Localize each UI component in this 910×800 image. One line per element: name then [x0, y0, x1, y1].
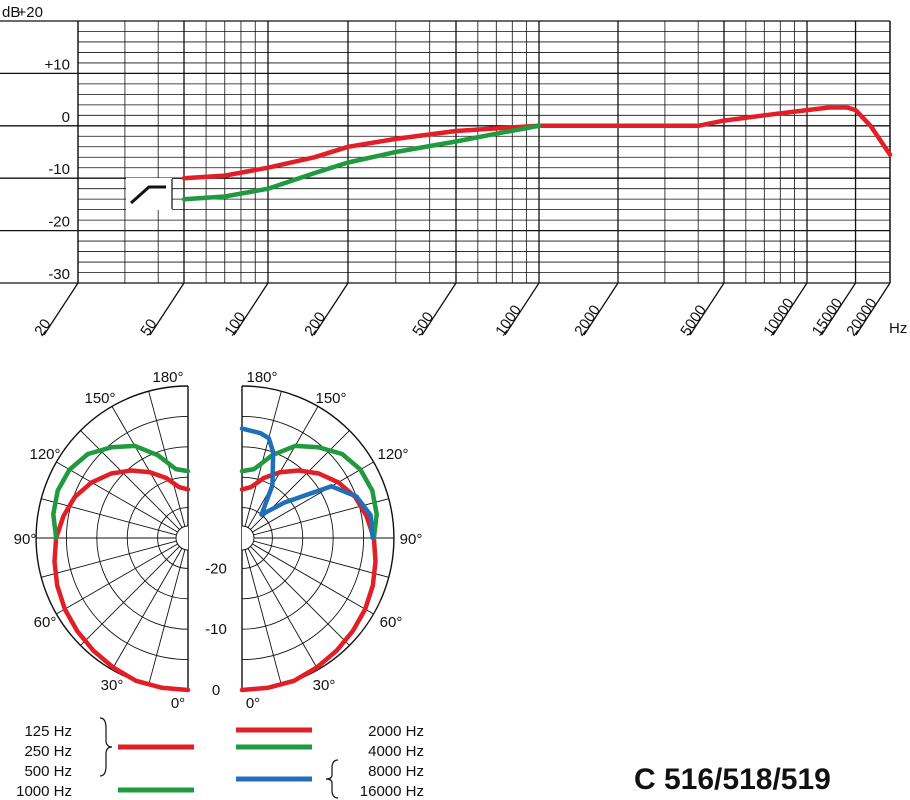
legend-label: 250 Hz — [24, 743, 72, 760]
model-label: C 516/518/519 — [634, 763, 831, 796]
polar-grid-spoke — [252, 543, 374, 615]
x-tick-label: 5000 — [677, 302, 710, 339]
legend-label: 16000 Hz — [360, 783, 424, 800]
polar-grid-spoke — [253, 540, 389, 578]
legend-label: 4000 Hz — [368, 743, 424, 760]
response-curve-green — [181, 123, 542, 202]
x-tick-label: 15000 — [809, 295, 846, 339]
angle-label: 120° — [377, 446, 408, 463]
legend-brace-left — [99, 717, 113, 777]
polar-grid-spoke — [41, 498, 177, 536]
polar-grid-spoke — [111, 548, 183, 670]
x-tick-slant — [504, 282, 540, 336]
x-tick-label: 1000 — [492, 302, 525, 339]
filter-icon-background — [126, 178, 172, 210]
polar-pattern-chart: 180° 180° 150° 150° 120° 120° 90° 90° 60° 60° 30° 3… — [14, 369, 423, 712]
polar-grid-spoke — [148, 549, 186, 685]
polar-grid-spoke — [253, 498, 389, 536]
polar-grid-spoke — [111, 406, 183, 528]
x-tick-slant — [772, 282, 808, 336]
polar-grid-spoke — [56, 543, 178, 615]
radial-label: -20 — [205, 560, 227, 577]
polar-grid-spoke — [244, 549, 282, 685]
angle-label: 180° — [152, 369, 183, 386]
x-tick-slant — [689, 282, 725, 336]
x-tick-label: 20000 — [843, 295, 880, 339]
y-tick-label: +20 — [18, 4, 43, 21]
x-tick-slant — [313, 282, 349, 336]
polar-grid-spoke — [252, 461, 374, 533]
polar-grid-spoke — [244, 391, 282, 527]
polar-grid-spoke — [250, 546, 350, 646]
y-tick-label: +10 — [45, 56, 70, 73]
polar-center-cap — [175, 525, 189, 551]
radial-label: 0 — [212, 682, 220, 699]
polar-grid-spoke — [80, 546, 180, 646]
legend-brace-right — [325, 759, 339, 799]
x-tick-label: 500 — [409, 309, 437, 339]
legend-label: 8000 Hz — [368, 763, 424, 780]
angle-label: 0° — [246, 695, 260, 712]
x-tick-label: 100 — [221, 309, 249, 339]
filter-icon-curve — [130, 185, 166, 205]
x-tick-slant — [855, 282, 891, 336]
angle-label: 120° — [29, 446, 60, 463]
y-tick-label: -30 — [48, 266, 70, 283]
polar-grid-spoke — [41, 540, 177, 578]
polar-grid-spoke — [247, 548, 319, 670]
legend-label: 500 Hz — [24, 763, 72, 780]
bass-cut-filter-icon — [126, 178, 173, 210]
x-tick-label: 50 — [137, 316, 160, 339]
angle-label: 90° — [14, 531, 37, 548]
y-tick-label: -10 — [48, 161, 70, 178]
legend-label: 2000 Hz — [368, 723, 424, 740]
x-tick-slant — [821, 282, 857, 336]
legend-label: 1000 Hz — [16, 783, 72, 800]
polar-curve-left-green — [51, 443, 191, 541]
legend-label: 125 Hz — [24, 723, 72, 740]
angle-label: 150° — [84, 390, 115, 407]
x-tick-slant — [583, 282, 619, 336]
polar-grid-spoke — [148, 391, 186, 527]
polar-grid-spoke — [247, 406, 319, 528]
angle-label: 30° — [101, 677, 124, 694]
angle-label: 150° — [315, 390, 346, 407]
x-tick-label: 200 — [301, 309, 329, 339]
frequency-response-chart: +20 +10 0 -10 -20 -30 dB 20 50 100 200 500 1000 2000 5… — [0, 4, 907, 339]
angle-label: 180° — [246, 369, 277, 386]
x-tick-label: 2000 — [571, 302, 604, 339]
legend: 125 Hz 250 Hz 500 Hz 1000 Hz 2000 Hz 4000 Hz 8… — [16, 717, 424, 800]
x-tick-slant — [233, 282, 269, 336]
x-tick-label: 20 — [31, 316, 54, 339]
angle-label: 30° — [313, 677, 336, 694]
radial-label: -10 — [205, 621, 227, 638]
x-tick-slant — [149, 282, 185, 336]
polar-curve-right-blue — [239, 426, 375, 541]
y-tick-label: -20 — [48, 214, 70, 231]
angle-label: 90° — [400, 531, 423, 548]
angle-label: 0° — [171, 695, 185, 712]
x-tick-label: 10000 — [760, 295, 797, 339]
x-unit-label: Hz — [889, 320, 907, 337]
response-curve-red — [181, 105, 893, 181]
y-unit-label: dB — [2, 4, 20, 21]
polar-grid-spoke — [56, 461, 178, 533]
polar-curve-right-green — [239, 443, 379, 541]
angle-label: 60° — [380, 614, 403, 631]
polar-grid-spoke — [80, 430, 180, 530]
polar-center-cap — [241, 525, 255, 551]
x-tick-slant — [421, 282, 457, 336]
angle-label: 60° — [34, 614, 57, 631]
y-tick-label: 0 — [62, 109, 70, 126]
x-tick-slant — [43, 282, 79, 336]
